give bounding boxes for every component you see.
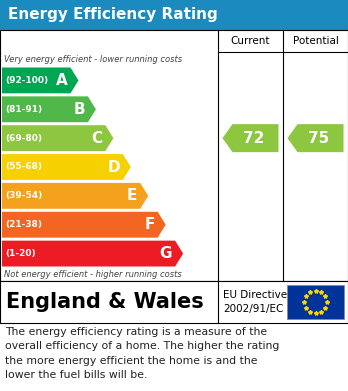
Text: 75: 75 (308, 131, 329, 145)
Polygon shape (2, 96, 96, 122)
Text: Current: Current (231, 36, 270, 46)
Polygon shape (287, 124, 343, 152)
Text: EU Directive
2002/91/EC: EU Directive 2002/91/EC (223, 291, 287, 314)
Polygon shape (2, 125, 113, 151)
Polygon shape (2, 154, 131, 180)
Text: 72: 72 (243, 131, 264, 145)
Text: D: D (107, 160, 120, 174)
Text: (92-100): (92-100) (5, 76, 48, 85)
Polygon shape (2, 240, 183, 267)
Polygon shape (222, 124, 278, 152)
Text: E: E (127, 188, 137, 203)
Bar (0, 0, 348, 30)
Text: England & Wales: England & Wales (6, 292, 204, 312)
Text: (69-80): (69-80) (5, 134, 42, 143)
Text: (1-20): (1-20) (5, 249, 35, 258)
Text: Potential: Potential (293, 36, 339, 46)
Text: Not energy efficient - higher running costs: Not energy efficient - higher running co… (4, 270, 182, 279)
Polygon shape (2, 212, 166, 238)
Text: (39-54): (39-54) (5, 191, 42, 200)
Text: G: G (160, 246, 172, 261)
Text: F: F (144, 217, 155, 232)
Text: The energy efficiency rating is a measure of the
overall efficiency of a home. T: The energy efficiency rating is a measur… (5, 327, 279, 380)
Text: (55-68): (55-68) (5, 163, 42, 172)
Text: (81-91): (81-91) (5, 105, 42, 114)
Bar (0, 281, 348, 323)
Bar (287, 285, 344, 319)
Text: Very energy efficient - lower running costs: Very energy efficient - lower running co… (4, 55, 182, 64)
Text: Energy Efficiency Rating: Energy Efficiency Rating (8, 7, 218, 23)
Polygon shape (2, 183, 148, 209)
Text: C: C (91, 131, 102, 145)
Bar (0, 30, 348, 281)
Text: A: A (56, 73, 68, 88)
Text: (21-38): (21-38) (5, 220, 42, 229)
Text: B: B (73, 102, 85, 117)
Polygon shape (2, 68, 79, 93)
